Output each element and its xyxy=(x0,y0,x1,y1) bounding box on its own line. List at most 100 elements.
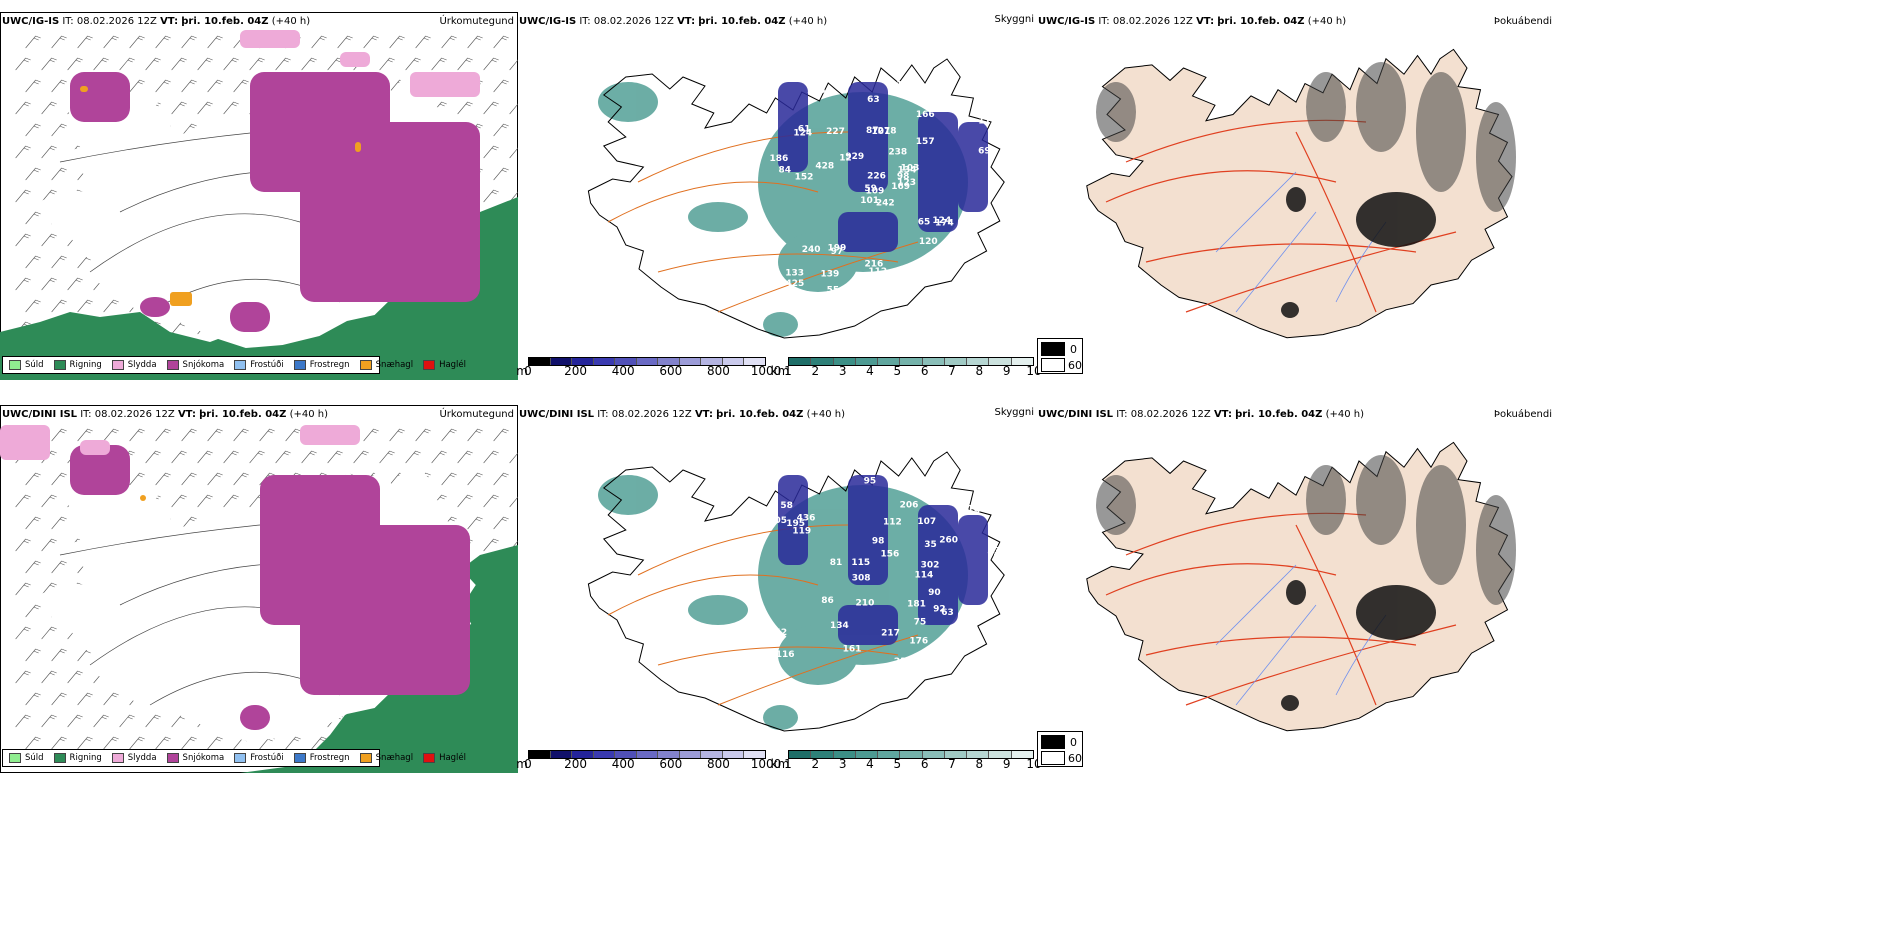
it-label: IT: xyxy=(80,409,92,420)
colorbar-segment xyxy=(744,751,766,758)
legend-swatch xyxy=(111,360,124,370)
colorbar-segment xyxy=(789,751,812,758)
cloud-base-label: 940 xyxy=(987,550,1006,560)
colorbar-segment xyxy=(572,358,594,365)
cloud-base-label: 112 xyxy=(868,267,887,277)
tick-label: 0 xyxy=(524,757,532,771)
tick-label: 1000 xyxy=(750,364,782,378)
cloud-base-label: 165 xyxy=(807,86,826,96)
cloud-base-label: 157 xyxy=(916,137,935,147)
colorbar-segment xyxy=(878,358,901,365)
tick-label: 800 xyxy=(706,757,730,771)
colorbar-segment xyxy=(658,751,680,758)
model-name: UWC/IG-IS xyxy=(1038,16,1096,27)
cloud-base-areas xyxy=(778,475,988,645)
lead-time: (+40 h) xyxy=(1325,409,1365,420)
tick-label: 2 xyxy=(811,364,820,378)
tick-label: 600 xyxy=(659,364,683,378)
tick-label: 3 xyxy=(838,364,847,378)
row2-fog-header: UWC/DINI ISL IT: 08.02.2026 12Z VT: þri.… xyxy=(1038,409,1364,420)
row1-cloud-header: UWC/IG-IS IT: 08.02.2026 12Z VT: þri. 10… xyxy=(519,16,827,27)
tick-label: 2 xyxy=(811,757,820,771)
legend-label: Súld xyxy=(25,753,44,763)
cloud-base-label: 119 xyxy=(792,527,811,537)
tick-label: 5 xyxy=(893,364,902,378)
colorbar-segment xyxy=(833,751,856,758)
tick-label: 9 xyxy=(1002,364,1011,378)
colorbar-segment xyxy=(878,751,901,758)
legend-swatch xyxy=(166,753,179,763)
row2-fog-panel: UWC/DINI ISL IT: 08.02.2026 12Z VT: þri.… xyxy=(1036,405,1556,773)
it-value: 08.02.2026 12Z xyxy=(76,16,157,27)
colorbar-segment xyxy=(1011,358,1033,365)
colorbar-segment xyxy=(811,751,834,758)
it-label: IT: xyxy=(62,16,74,27)
cloud-base-label: 130 xyxy=(931,104,950,114)
it-value: 08.02.2026 12Z xyxy=(611,409,692,420)
cloud-base-label: 142 xyxy=(768,628,787,638)
cloud-base-label: 242 xyxy=(876,198,895,208)
cloud-base-label: 428 xyxy=(815,162,834,172)
cloud-base-label: 308 xyxy=(852,573,871,583)
lead-time: (+40 h) xyxy=(806,409,846,420)
row2-precip-header: UWC/DINI ISL IT: 08.02.2026 12Z VT: þri.… xyxy=(2,409,328,420)
colorbar-segment xyxy=(989,358,1012,365)
cloud-base-label: 210 xyxy=(856,598,875,608)
cloud-base-label: 240 xyxy=(802,245,821,255)
cloud-base-label: 134 xyxy=(830,621,849,631)
colorbar-segment xyxy=(679,358,702,365)
cloud-base-label: 123 xyxy=(897,178,916,188)
hail-areas xyxy=(140,495,146,501)
legend-label: Rigning xyxy=(69,360,102,370)
cloud-base-label: 63 xyxy=(941,608,954,618)
vt-value: þri. 10.feb. 04Z xyxy=(1217,16,1305,27)
cloud-base-label: 278 xyxy=(878,127,897,137)
model-name: UWC/DINI ISL xyxy=(2,409,78,420)
lead-time: (+40 h) xyxy=(788,16,828,27)
colorbar-segment xyxy=(722,358,745,365)
snow-areas xyxy=(70,72,480,332)
tick-label: 1 xyxy=(784,364,792,378)
cloud-base-label: 227 xyxy=(826,127,845,137)
vt-value: þri. 10.feb. 04Z xyxy=(199,409,287,420)
row2-precip-panel: UWC/DINI ISL IT: 08.02.2026 12Z VT: þri.… xyxy=(0,405,518,773)
cloud-base-label: 101 xyxy=(872,685,891,695)
colorbar-segment xyxy=(989,751,1012,758)
legend-item: Súld xyxy=(9,753,44,763)
cloud-base-label: 238 xyxy=(888,148,907,158)
colorbar-segment xyxy=(922,358,945,365)
legend-swatch xyxy=(9,360,21,370)
legend-swatch xyxy=(111,753,124,763)
legend-item: Frostregn xyxy=(293,360,350,370)
legend-swatch xyxy=(359,360,372,370)
cloud-base-label: 260 xyxy=(939,535,958,545)
vt-label: VT: xyxy=(694,409,713,420)
legend-label: Snjókoma xyxy=(182,360,225,370)
colorbar-segment xyxy=(789,358,812,365)
cloud-base-label: 156 xyxy=(880,550,899,560)
legend-item: Rigning xyxy=(53,360,102,370)
cloud-base-label: 12 xyxy=(839,154,852,164)
it-value: 08.02.2026 12Z xyxy=(593,16,674,27)
tick-label: 800 xyxy=(706,364,730,378)
colorbar-segment xyxy=(855,358,879,365)
colorbar-segment xyxy=(833,358,856,365)
legend-label: Snjókoma xyxy=(182,753,225,763)
cloud-base-label: 93 xyxy=(988,547,1001,557)
cloud-base-label: 436 xyxy=(797,513,816,523)
tick-label: 1 xyxy=(784,757,792,771)
vt-value: þri. 10.feb. 04Z xyxy=(716,409,804,420)
cloud-base-label: 86 xyxy=(821,596,834,606)
row1-fog-title: Þokuábendi xyxy=(1493,16,1552,27)
legend-label: Snæhagl xyxy=(375,360,414,370)
colorbar-segment xyxy=(922,751,945,758)
fog-key: 0 60 xyxy=(1037,338,1083,374)
lead-time: (+40 h) xyxy=(1307,16,1347,27)
cloud-base-label: 319 xyxy=(890,80,909,90)
cloud-base-label: 101 xyxy=(872,127,891,137)
cloud-base-label: 134 xyxy=(898,165,917,175)
hail-areas xyxy=(80,86,361,306)
cloud-base-label: 216 xyxy=(865,259,884,269)
cloud-base-label: 161 xyxy=(843,644,862,654)
cloud-base-label: 108 xyxy=(972,264,991,274)
